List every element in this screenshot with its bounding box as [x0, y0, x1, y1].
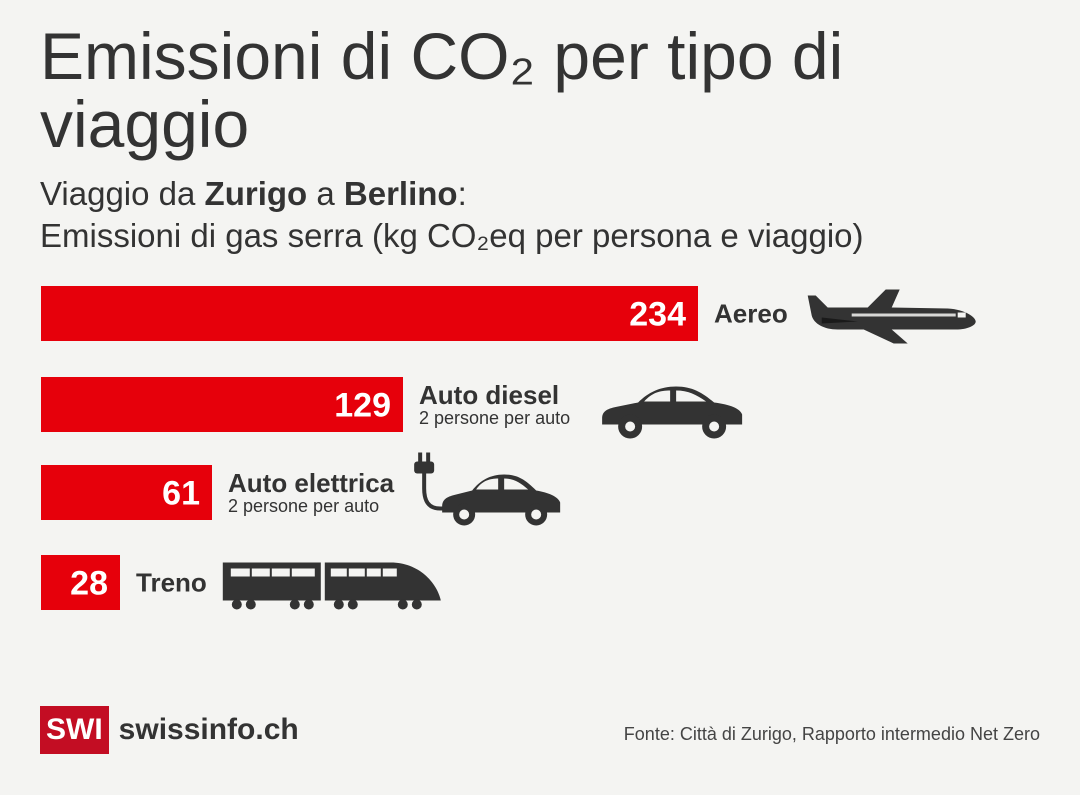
- bar: [41, 286, 698, 341]
- swissinfo-logo[interactable]: SWI swissinfo.ch: [40, 706, 299, 754]
- train-icon: [222, 562, 441, 610]
- swi-logo-mark: SWI: [40, 706, 109, 754]
- bar: [41, 555, 120, 610]
- bar-value-label: 234: [629, 296, 686, 334]
- subtitle-suffix: :: [457, 175, 467, 212]
- airplane-icon: [807, 289, 976, 344]
- bar-value-label: 28: [70, 565, 108, 603]
- bar: [41, 377, 403, 432]
- subtitle-origin: Zurigo: [204, 175, 308, 212]
- bar-group: 234 Aereo: [41, 286, 976, 344]
- subtitle-destination: Berlino: [343, 175, 458, 212]
- category-label: Auto diesel: [419, 380, 559, 410]
- subtitle-line-1: Viaggio da Zurigo a Berlino:: [40, 173, 1070, 215]
- electric-car-icon: [412, 450, 563, 528]
- subtitle-prefix: Viaggio da: [40, 175, 205, 212]
- car-icon: [602, 386, 743, 439]
- category-sublabel: 2 persone per auto: [228, 496, 379, 516]
- subtitle-line-2: Emissioni di gas serra (kg CO₂eq per per…: [40, 217, 864, 254]
- subtitle-middle: a: [307, 175, 344, 212]
- logo-wordmark: swissinfo.ch: [118, 713, 299, 746]
- bar-value-label: 129: [334, 387, 391, 425]
- chart-title: Emissioni di CO₂ per tipo di viaggio: [40, 19, 844, 161]
- category-sublabel: 2 persone per auto: [419, 408, 570, 428]
- category-label: Aereo: [714, 299, 788, 329]
- bar: [41, 465, 212, 520]
- category-label: Treno: [136, 568, 207, 598]
- bar-value-label: 61: [162, 475, 200, 513]
- source-note: Fonte: Città di Zurigo, Rapporto interme…: [623, 724, 1040, 744]
- category-label: Auto elettrica: [228, 468, 395, 498]
- chart-subtitle: Viaggio da Zurigo a Berlino: Emissioni d…: [40, 173, 1070, 257]
- bar-group: 28 Treno: [41, 555, 441, 610]
